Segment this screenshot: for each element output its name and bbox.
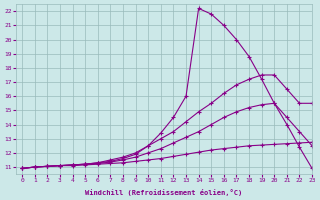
X-axis label: Windchill (Refroidissement éolien,°C): Windchill (Refroidissement éolien,°C) xyxy=(85,189,243,196)
